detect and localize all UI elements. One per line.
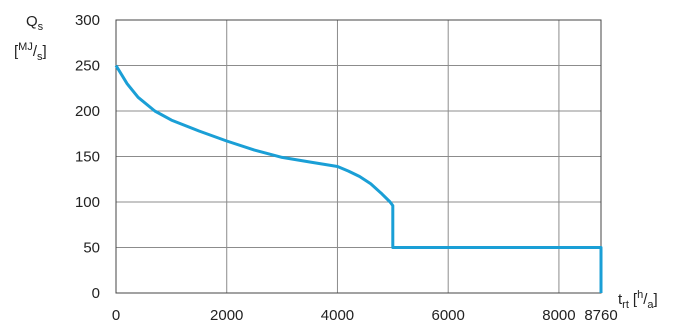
grid-lines xyxy=(116,20,601,293)
y-tick-labels: 0 50 100 150 200 250 300 xyxy=(75,12,100,302)
x-axis-unit-open: [ xyxy=(633,291,638,308)
x-tick-label: 8000 xyxy=(542,307,575,322)
x-tick-label: 8760 xyxy=(584,307,617,322)
x-axis-unit-sup: h xyxy=(637,289,643,301)
y-tick-label: 200 xyxy=(75,103,100,120)
y-axis-unit-open: [ xyxy=(14,43,19,60)
y-axis-title-sub: s xyxy=(38,21,44,33)
series-group xyxy=(114,64,603,293)
x-tick-label: 2000 xyxy=(210,307,243,322)
x-axis-title-main: t xyxy=(618,291,623,308)
plot-area-border xyxy=(115,19,602,294)
x-axis-unit-close: ] xyxy=(654,291,658,308)
y-tick-label: 300 xyxy=(75,12,100,29)
y-axis-unit: [MJ/s] xyxy=(14,41,47,63)
y-axis-title: Qs xyxy=(26,13,44,33)
x-tick-label: 0 xyxy=(112,307,120,322)
y-axis-unit-sup: MJ xyxy=(18,41,33,53)
y-tick-label: 100 xyxy=(75,194,100,211)
x-tick-label: 4000 xyxy=(321,307,354,322)
series-line xyxy=(114,64,603,293)
y-axis-unit-close: ] xyxy=(43,43,47,60)
y-tick-label: 50 xyxy=(83,240,100,257)
y-tick-label: 0 xyxy=(92,285,100,302)
x-axis-title: trt [h/a] xyxy=(618,289,658,311)
y-axis-unit-slash: / xyxy=(33,43,38,60)
x-tick-label: 6000 xyxy=(432,307,465,322)
y-tick-label: 150 xyxy=(75,149,100,166)
x-tick-labels: 0 2000 4000 6000 8000 8760 xyxy=(112,307,618,322)
x-axis-unit-sub: a xyxy=(647,299,654,311)
y-tick-label: 250 xyxy=(75,58,100,75)
y-axis-unit-sub: s xyxy=(37,51,43,63)
x-axis-title-sub: rt xyxy=(622,299,629,311)
x-axis-unit-slash: / xyxy=(643,291,648,308)
y-axis-title-main: Q xyxy=(26,13,38,30)
